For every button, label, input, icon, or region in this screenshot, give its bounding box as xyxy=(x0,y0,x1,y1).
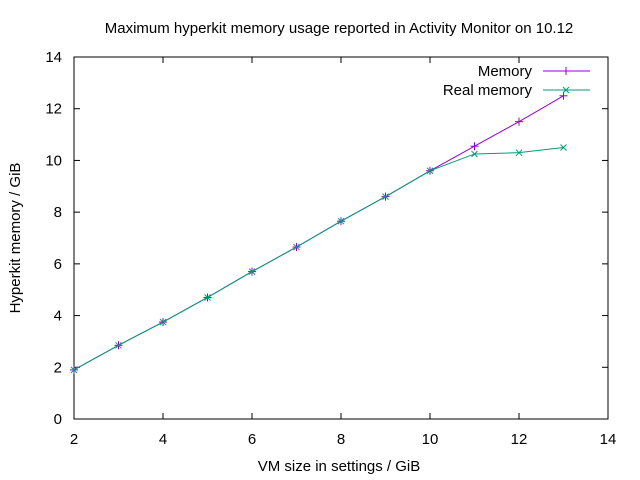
legend-marker xyxy=(562,86,570,94)
plot-frame xyxy=(73,56,609,420)
x-tick-label: 8 xyxy=(337,431,345,448)
data-point xyxy=(115,341,122,349)
x-tick-label: 2 xyxy=(70,431,78,448)
data-point xyxy=(337,217,345,225)
data-point xyxy=(515,149,523,157)
series-line xyxy=(73,95,564,371)
legend-item: Real memory xyxy=(443,82,590,99)
y-axis-label: Hyperkit memory / GiB xyxy=(7,163,24,314)
chart-title: Maximum hyperkit memory usage reported i… xyxy=(105,20,574,37)
y-tick-label: 12 xyxy=(45,101,62,118)
legend-label: Memory xyxy=(478,63,533,80)
y-tick-label: 6 xyxy=(54,256,62,273)
x-tick-label: 4 xyxy=(159,431,167,448)
data-point xyxy=(248,268,256,275)
data-point xyxy=(70,366,78,374)
series-layer xyxy=(70,91,568,374)
series-real-memory xyxy=(70,144,567,374)
legend-label: Real memory xyxy=(443,82,533,99)
legend: Memory Real memory xyxy=(443,63,590,99)
legend-marker xyxy=(562,67,570,75)
x-tick-label: 12 xyxy=(511,431,528,448)
data-point xyxy=(382,193,389,200)
data-point xyxy=(293,243,300,251)
y-tick-label: 14 xyxy=(45,49,62,66)
y-tick-label: 4 xyxy=(54,308,62,325)
data-point xyxy=(471,150,478,158)
x-tick-label: 14 xyxy=(600,431,617,448)
data-point xyxy=(159,318,167,326)
data-point xyxy=(470,142,479,151)
y-tick-label: 2 xyxy=(54,359,62,376)
x-axis-label: VM size in settings / GiB xyxy=(258,458,421,475)
data-point xyxy=(426,167,434,175)
x-tick-label: 10 xyxy=(422,431,439,448)
y-tick-label: 8 xyxy=(54,204,62,221)
legend-item: Memory xyxy=(478,63,590,80)
x-tick-label: 6 xyxy=(248,431,256,448)
y-tick-label: 0 xyxy=(54,411,62,428)
y-tick-label: 10 xyxy=(45,152,62,169)
series-line xyxy=(73,147,564,371)
data-point xyxy=(515,117,523,126)
data-point xyxy=(204,294,211,301)
data-point xyxy=(560,144,567,151)
